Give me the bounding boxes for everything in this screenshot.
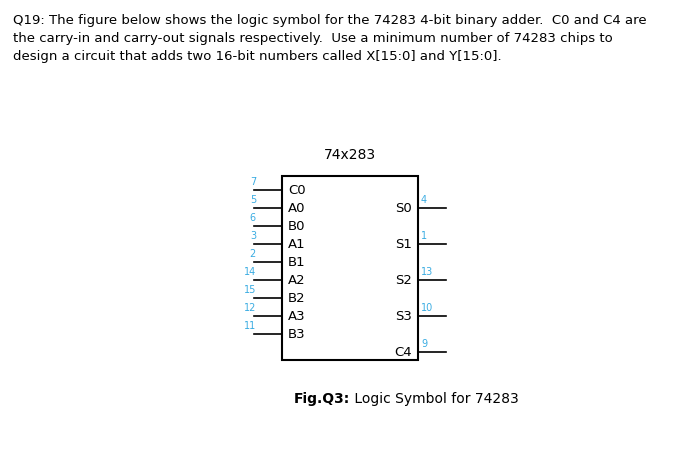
Text: 6: 6	[250, 213, 256, 223]
Text: S0: S0	[395, 201, 412, 215]
Text: A0: A0	[288, 201, 305, 215]
Text: B3: B3	[288, 327, 306, 340]
Text: Fig.Q3:: Fig.Q3:	[294, 392, 350, 406]
Text: 4: 4	[421, 195, 427, 205]
Text: B1: B1	[288, 256, 306, 268]
Text: 5: 5	[250, 195, 256, 205]
Text: S2: S2	[395, 274, 412, 287]
Text: B0: B0	[288, 219, 305, 232]
Text: 74x283: 74x283	[324, 148, 376, 162]
Text: A2: A2	[288, 274, 306, 287]
Text: 15: 15	[244, 285, 256, 295]
Text: C4: C4	[394, 346, 412, 358]
Text: 10: 10	[421, 303, 433, 313]
Text: 2: 2	[250, 249, 256, 259]
Text: 14: 14	[244, 267, 256, 277]
Text: C0: C0	[288, 184, 306, 197]
Text: B2: B2	[288, 291, 306, 305]
Text: Logic Symbol for 74283: Logic Symbol for 74283	[350, 392, 519, 406]
Text: 13: 13	[421, 267, 433, 277]
Text: A3: A3	[288, 309, 306, 323]
Text: Q19: The figure below shows the logic symbol for the 74283 4-bit binary adder.  : Q19: The figure below shows the logic sy…	[13, 14, 647, 63]
Text: 11: 11	[244, 321, 256, 331]
Text: A1: A1	[288, 238, 306, 250]
Text: 9: 9	[421, 339, 427, 349]
Bar	[282, 176, 418, 360]
Text: 1: 1	[421, 231, 427, 241]
Text: 7: 7	[250, 177, 256, 187]
Text: S1: S1	[395, 238, 412, 250]
Text: 3: 3	[250, 231, 256, 241]
Text: 12: 12	[244, 303, 256, 313]
Text: S3: S3	[395, 309, 412, 323]
